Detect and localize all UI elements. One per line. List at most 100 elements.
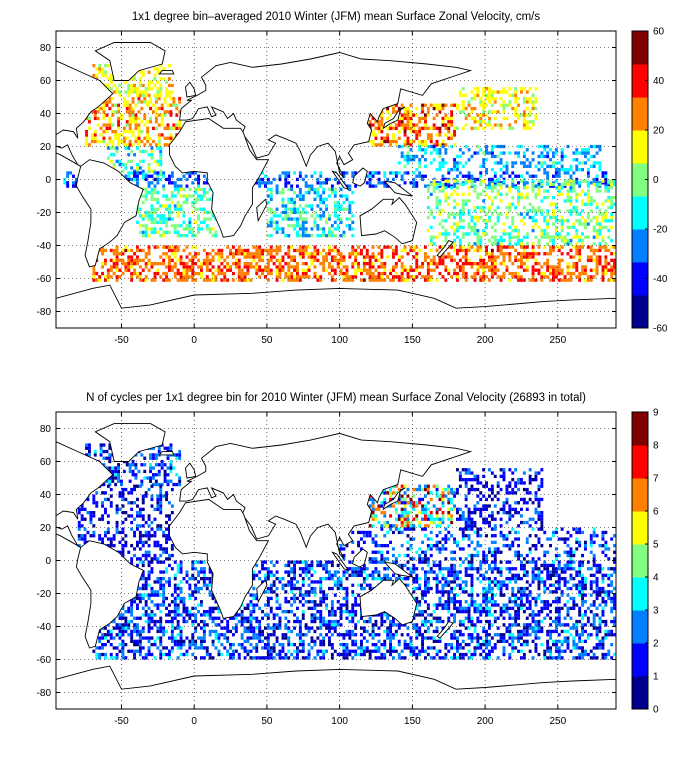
data-cell [610, 252, 614, 256]
data-cell [581, 265, 585, 269]
data-cell [511, 181, 515, 185]
data-cell [316, 248, 320, 253]
data-cell [66, 184, 70, 188]
data-cell [595, 182, 599, 187]
data-cell [392, 171, 395, 175]
data-cell [450, 144, 454, 149]
data-cell [476, 215, 480, 220]
data-cell [552, 182, 555, 187]
data-cell [278, 268, 282, 272]
data-cell [106, 156, 110, 160]
data-cell [77, 520, 81, 525]
data-cell [101, 540, 105, 544]
data-cell [290, 245, 294, 249]
data-cell [563, 238, 567, 243]
data-cell [304, 275, 308, 279]
data-cell [88, 453, 91, 457]
data-cell [153, 623, 157, 627]
data-cell [130, 491, 134, 495]
data-cell [159, 527, 163, 531]
data-cell [185, 268, 189, 272]
data-cell [162, 77, 166, 81]
data-cell [488, 90, 491, 94]
data-cell [208, 262, 212, 266]
data-cell [546, 225, 550, 229]
data-cell [211, 593, 215, 597]
data-cell [537, 245, 541, 249]
data-cell [566, 199, 570, 203]
data-cell [90, 133, 94, 137]
data-cell [92, 511, 96, 515]
data-cell [134, 476, 138, 480]
data-cell [586, 192, 590, 196]
data-cell [214, 636, 218, 640]
data-cell [328, 177, 331, 182]
data-cell [131, 469, 135, 474]
data-cell [202, 639, 206, 643]
data-cell [386, 136, 390, 140]
data-cell [560, 158, 564, 162]
data-cell [120, 116, 123, 121]
data-cell [150, 619, 154, 624]
data-cell [121, 623, 125, 627]
data-cell [514, 161, 518, 165]
data-cell [150, 265, 154, 269]
data-cell [549, 202, 553, 206]
data-cell [191, 278, 195, 282]
data-cell [543, 235, 547, 239]
data-cell [168, 268, 171, 272]
data-cell [197, 214, 201, 218]
data-cell [80, 534, 84, 538]
data-cell [412, 113, 416, 117]
data-cell [102, 449, 106, 454]
data-cell [493, 181, 497, 185]
data-cell [357, 252, 361, 256]
data-cell [173, 181, 177, 185]
data-cell [409, 123, 413, 127]
data-cell [546, 151, 550, 155]
data-cell [150, 534, 154, 538]
data-cell [131, 120, 135, 124]
data-cell [127, 258, 131, 262]
data-cell [272, 227, 276, 231]
data-cell [342, 255, 346, 259]
data-cell [549, 245, 553, 249]
data-cell [146, 126, 150, 130]
data-cell [178, 453, 182, 457]
data-cell [601, 212, 605, 216]
data-cell [502, 90, 506, 94]
data-cell [581, 209, 585, 213]
data-cell [176, 204, 180, 208]
data-cell [345, 184, 349, 188]
data-cell [95, 652, 99, 657]
data-cell [144, 275, 148, 279]
data-cell [118, 507, 122, 511]
data-cell [165, 570, 169, 574]
data-cell [102, 139, 106, 144]
data-cell [453, 238, 457, 243]
data-cell [185, 234, 189, 238]
data-cell [165, 629, 169, 634]
data-cell [122, 103, 126, 107]
data-cell [458, 110, 462, 114]
data-cell [296, 224, 299, 228]
data-cell [412, 158, 416, 162]
data-cell [310, 184, 314, 188]
data-cell [141, 494, 145, 498]
data-cell [159, 570, 163, 574]
data-cell [371, 262, 375, 266]
data-cell [264, 560, 267, 564]
data-cell [552, 184, 555, 188]
data-cell [191, 258, 195, 262]
data-cell [575, 168, 579, 172]
data-cell [409, 126, 413, 130]
data-cell [537, 242, 541, 246]
data-cell [118, 90, 122, 94]
data-cell [185, 649, 189, 653]
data-cell [476, 90, 480, 94]
data-cell [194, 245, 198, 249]
data-cell [185, 275, 189, 279]
data-cell [156, 544, 160, 548]
data-cell [98, 248, 102, 253]
data-cell [130, 255, 134, 259]
